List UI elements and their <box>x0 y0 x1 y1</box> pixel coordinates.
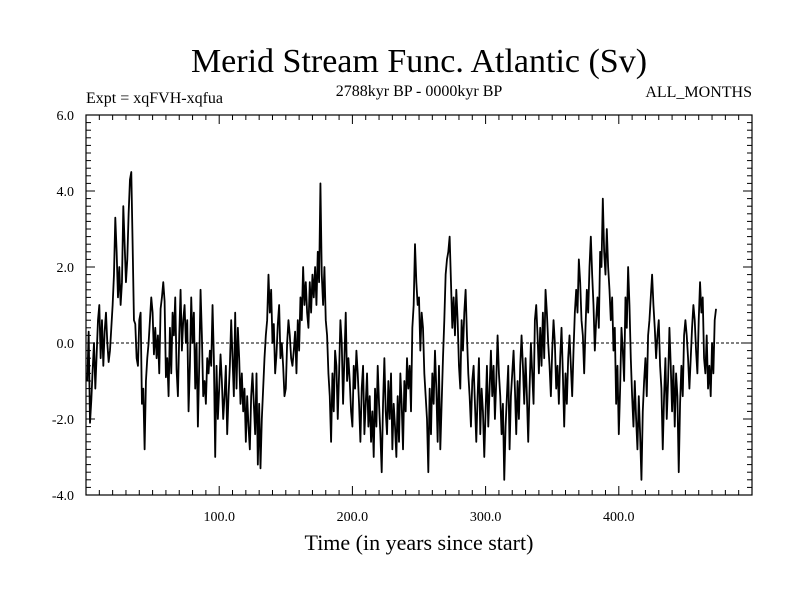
series-group <box>86 171 717 481</box>
x-tick-label: 400.0 <box>603 510 635 525</box>
axis-ticks <box>86 115 752 495</box>
y-tick-label: -2.0 <box>52 413 74 428</box>
months-label: ALL_MONTHS <box>645 84 752 101</box>
time-range-label: 2788kyr BP - 0000kyr BP <box>336 83 503 100</box>
y-tick-label: 4.0 <box>57 185 75 200</box>
chart-title: Merid Stream Func. Atlantic (Sv) <box>191 43 647 80</box>
x-tick-label: 200.0 <box>337 510 369 525</box>
x-tick-labels: 100.0 200.0 300.0 400.0 <box>203 510 634 525</box>
series-line <box>86 171 717 481</box>
y-tick-labels: -4.0 -2.0 0.0 2.0 4.0 6.0 <box>52 109 74 504</box>
y-tick-label: -4.0 <box>52 489 74 504</box>
experiment-label: Expt = xqFVH-xqfua <box>86 90 223 107</box>
y-tick-label: 6.0 <box>57 109 75 124</box>
y-tick-label: 2.0 <box>57 261 75 276</box>
x-axis-label: Time (in years since start) <box>305 530 534 555</box>
x-tick-label: 100.0 <box>203 510 235 525</box>
x-tick-label: 300.0 <box>470 510 502 525</box>
y-tick-label: 0.0 <box>57 337 75 352</box>
